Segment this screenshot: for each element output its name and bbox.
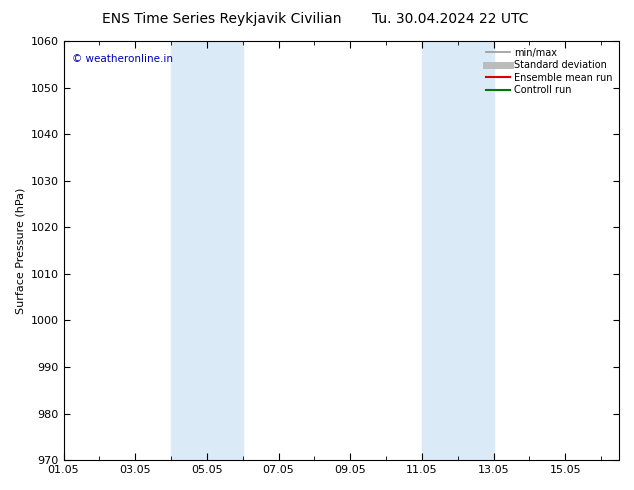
Legend: min/max, Standard deviation, Ensemble mean run, Controll run: min/max, Standard deviation, Ensemble me… — [482, 44, 616, 99]
Text: Tu. 30.04.2024 22 UTC: Tu. 30.04.2024 22 UTC — [372, 12, 528, 26]
Text: © weatheronline.in: © weatheronline.in — [72, 53, 173, 64]
Y-axis label: Surface Pressure (hPa): Surface Pressure (hPa) — [15, 187, 25, 314]
Bar — [171, 41, 243, 460]
Text: ENS Time Series Reykjavik Civilian: ENS Time Series Reykjavik Civilian — [102, 12, 342, 26]
Bar — [422, 41, 494, 460]
